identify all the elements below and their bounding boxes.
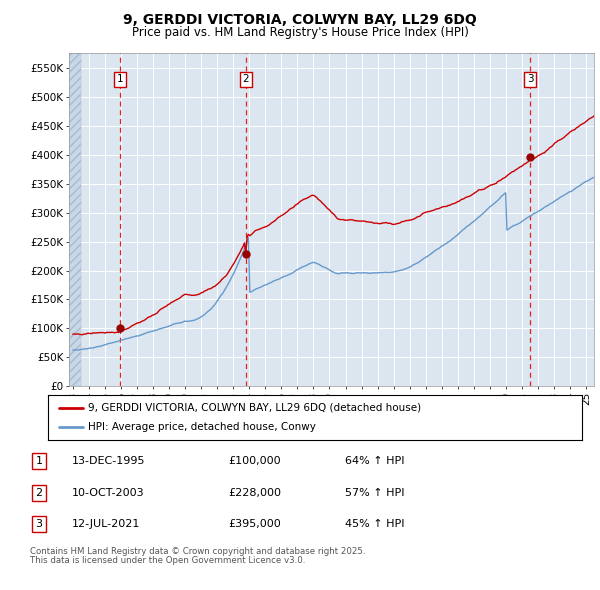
Text: 1: 1	[117, 74, 124, 84]
Bar	[69, 53, 81, 386]
Text: 2: 2	[35, 488, 43, 497]
Text: 45% ↑ HPI: 45% ↑ HPI	[345, 519, 404, 529]
Text: £100,000: £100,000	[228, 457, 281, 466]
Text: £228,000: £228,000	[228, 488, 281, 497]
Text: 3: 3	[35, 519, 43, 529]
Text: This data is licensed under the Open Government Licence v3.0.: This data is licensed under the Open Gov…	[30, 556, 305, 565]
Text: 1: 1	[35, 457, 43, 466]
Text: 9, GERDDI VICTORIA, COLWYN BAY, LL29 6DQ (detached house): 9, GERDDI VICTORIA, COLWYN BAY, LL29 6DQ…	[88, 403, 421, 412]
Text: 57% ↑ HPI: 57% ↑ HPI	[345, 488, 404, 497]
Text: 12-JUL-2021: 12-JUL-2021	[72, 519, 140, 529]
Text: Contains HM Land Registry data © Crown copyright and database right 2025.: Contains HM Land Registry data © Crown c…	[30, 547, 365, 556]
Text: HPI: Average price, detached house, Conwy: HPI: Average price, detached house, Conw…	[88, 422, 316, 432]
Text: 3: 3	[527, 74, 533, 84]
Text: Price paid vs. HM Land Registry's House Price Index (HPI): Price paid vs. HM Land Registry's House …	[131, 26, 469, 39]
Text: £395,000: £395,000	[228, 519, 281, 529]
Text: 10-OCT-2003: 10-OCT-2003	[72, 488, 145, 497]
Text: 64% ↑ HPI: 64% ↑ HPI	[345, 457, 404, 466]
Text: 13-DEC-1995: 13-DEC-1995	[72, 457, 146, 466]
Text: 9, GERDDI VICTORIA, COLWYN BAY, LL29 6DQ: 9, GERDDI VICTORIA, COLWYN BAY, LL29 6DQ	[123, 13, 477, 27]
Text: 2: 2	[242, 74, 249, 84]
